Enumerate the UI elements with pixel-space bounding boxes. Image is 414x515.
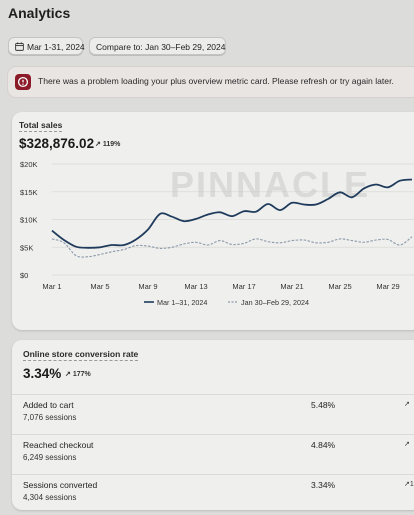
conversion-label[interactable]: Online store conversion rate bbox=[23, 349, 139, 361]
funnel-row-rate: 3.34% bbox=[311, 480, 336, 490]
conversion-value: 3.34% bbox=[23, 366, 62, 381]
date-range-label: Mar 1-31, 2024 bbox=[27, 42, 85, 52]
total-sales-change: ↗ 119% bbox=[95, 141, 121, 148]
series-line-current bbox=[51, 178, 413, 249]
page-title: Analytics bbox=[8, 5, 71, 21]
x-tick-label: Mar 5 bbox=[90, 282, 109, 291]
calendar-icon bbox=[15, 42, 24, 52]
funnel-row-rate: 4.84% bbox=[311, 440, 336, 450]
sales-line-chart: $20K $15K $10K $5K $0 Mar 1 Mar 5 Mar 9 Mar 13 M… bbox=[20, 160, 414, 307]
trend-up-icon: ↗ bbox=[65, 371, 71, 378]
y-tick-label: $20K bbox=[20, 160, 38, 169]
funnel-row-sessions: 4,304 sessions bbox=[23, 493, 77, 502]
date-range-button[interactable]: Mar 1-31, 2024 bbox=[8, 37, 85, 55]
conversion-card: Online store conversion rate 3.34% ↗ 177… bbox=[12, 340, 414, 510]
funnel-row-label: Sessions converted bbox=[23, 480, 98, 490]
funnel-row-rate: 5.48% bbox=[311, 400, 336, 410]
y-tick-label: $15K bbox=[20, 188, 38, 197]
x-tick-label: Mar 25 bbox=[328, 282, 351, 291]
conversion-change: ↗ 177% bbox=[65, 371, 91, 378]
funnel-row-label: Reached checkout bbox=[23, 440, 94, 450]
total-sales-value: $328,876.02 bbox=[19, 136, 95, 151]
total-sales-label[interactable]: Total sales bbox=[19, 120, 63, 132]
funnel-row-change: ↗ bbox=[404, 441, 410, 448]
y-tick-label: $0 bbox=[20, 271, 28, 280]
funnel-row: Reached checkout 6,249 sessions 4.84% ↗ bbox=[12, 434, 414, 475]
funnel-row-label: Added to cart bbox=[23, 400, 74, 410]
total-sales-card: Total sales $328,876.02 ↗ 119% $20K $15K $… bbox=[12, 112, 414, 330]
legend-compare: Jan 30–Feb 29, 2024 bbox=[241, 298, 309, 307]
watermark: PINNACLE bbox=[170, 164, 370, 205]
y-tick-label: $5K bbox=[20, 243, 33, 252]
funnel-row-change: ↗ bbox=[404, 401, 410, 408]
funnel-row-sessions: 6,249 sessions bbox=[23, 453, 77, 462]
error-message: There was a problem loading your plus ov… bbox=[38, 76, 394, 86]
x-tick-label: Mar 17 bbox=[232, 282, 255, 291]
x-tick-label: Mar 1 bbox=[42, 282, 61, 291]
alert-icon bbox=[15, 74, 31, 90]
compare-range-button[interactable]: Compare to: Jan 30–Feb 29, 2024 bbox=[89, 37, 226, 55]
x-tick-label: Mar 9 bbox=[138, 282, 157, 291]
funnel-row-sessions: 7,076 sessions bbox=[23, 413, 77, 422]
error-banner: There was a problem loading your plus ov… bbox=[8, 67, 414, 97]
x-tick-label: Mar 29 bbox=[376, 282, 399, 291]
trend-up-icon: ↗ bbox=[95, 141, 101, 148]
x-tick-label: Mar 13 bbox=[184, 282, 207, 291]
chart-legend: Mar 1–31, 2024 Jan 30–Feb 29, 2024 bbox=[144, 298, 309, 307]
funnel-row: Sessions converted 4,304 sessions 3.34% … bbox=[12, 474, 414, 515]
series-line-compare bbox=[51, 236, 413, 258]
y-tick-label: $10K bbox=[20, 216, 38, 225]
funnel-row: Added to cart 7,076 sessions 5.48% ↗ bbox=[12, 394, 414, 435]
legend-current: Mar 1–31, 2024 bbox=[157, 298, 207, 307]
x-tick-label: Mar 21 bbox=[280, 282, 303, 291]
compare-range-label: Compare to: Jan 30–Feb 29, 2024 bbox=[96, 42, 226, 52]
funnel-row-change: ↗1 bbox=[404, 481, 414, 488]
